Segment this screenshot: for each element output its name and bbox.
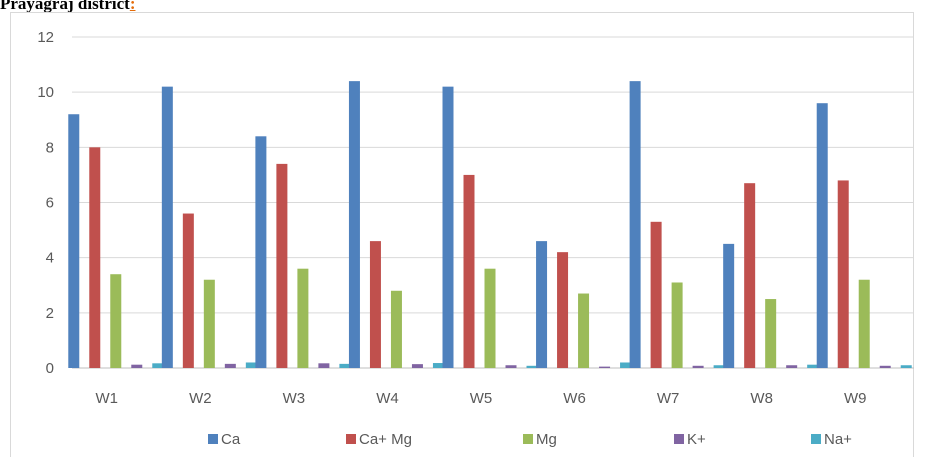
bar-w6-0 bbox=[536, 241, 548, 368]
bar-w8-2 bbox=[765, 299, 777, 368]
y-tick-label: 4 bbox=[46, 250, 54, 267]
heading-text: Prayagraj district bbox=[0, 0, 130, 13]
bar-w5-1 bbox=[463, 174, 475, 368]
y-tick-label: 2 bbox=[46, 305, 54, 322]
bar-w4-0 bbox=[348, 81, 360, 368]
bar-w3-0 bbox=[255, 136, 267, 368]
bar-w2-2 bbox=[203, 279, 215, 368]
y-tick-label: 12 bbox=[37, 29, 54, 46]
x-tick-label: W9 bbox=[844, 390, 867, 407]
bar-w1-2 bbox=[110, 274, 122, 368]
bar-w1-1 bbox=[89, 147, 101, 368]
y-tick-label: 0 bbox=[46, 360, 54, 377]
bar-w6-4 bbox=[620, 362, 632, 368]
x-tick-label: W7 bbox=[657, 390, 680, 407]
y-tick-label: 6 bbox=[46, 195, 54, 212]
bar-w6-2 bbox=[578, 293, 590, 368]
chart-heading: Prayagraj district: bbox=[0, 0, 136, 14]
bar-w7-0 bbox=[629, 81, 641, 368]
bar-w9-4 bbox=[900, 365, 912, 368]
legend-label: Mg bbox=[536, 431, 557, 448]
x-tick-label: W5 bbox=[470, 390, 493, 407]
x-tick-label: W6 bbox=[563, 390, 586, 407]
x-tick-label: W4 bbox=[376, 390, 399, 407]
bar-w1-3 bbox=[131, 364, 143, 368]
y-tick-label: 8 bbox=[46, 139, 54, 156]
heading-colon: : bbox=[129, 0, 136, 13]
bar-w8-0 bbox=[723, 243, 735, 368]
x-tick-label: W2 bbox=[189, 390, 212, 407]
bar-w3-3 bbox=[318, 363, 330, 368]
legend-swatch bbox=[208, 434, 218, 444]
bar-w7-2 bbox=[671, 282, 683, 368]
bar-w2-1 bbox=[182, 213, 194, 368]
bar-w9-0 bbox=[816, 103, 828, 368]
bar-w4-1 bbox=[369, 241, 381, 368]
chart-frame bbox=[10, 12, 914, 457]
bar-w3-1 bbox=[276, 163, 288, 368]
bar-w3-4 bbox=[339, 363, 351, 368]
bar-w5-0 bbox=[442, 86, 454, 369]
x-tick-label: W1 bbox=[96, 390, 119, 407]
bar-w3-2 bbox=[297, 268, 309, 368]
legend-swatch bbox=[346, 434, 356, 444]
bar-w5-4 bbox=[526, 365, 538, 368]
y-tick-label: 10 bbox=[37, 84, 54, 101]
legend-label: Ca bbox=[221, 431, 241, 448]
bar-w7-3 bbox=[692, 365, 704, 368]
bar-w8-3 bbox=[786, 365, 798, 368]
legend-label: Na+ bbox=[824, 431, 852, 448]
bar-w2-4 bbox=[245, 362, 257, 368]
legend-swatch bbox=[523, 434, 533, 444]
legend-swatch bbox=[811, 434, 821, 444]
bar-w6-3 bbox=[599, 366, 611, 368]
bar-w9-2 bbox=[858, 279, 870, 368]
bar-w1-0 bbox=[68, 114, 80, 368]
bar-w5-2 bbox=[484, 268, 496, 368]
bar-w7-4 bbox=[713, 365, 725, 368]
legend-label: K+ bbox=[687, 431, 706, 448]
bar-w9-1 bbox=[837, 180, 849, 368]
bar-w5-3 bbox=[505, 365, 517, 368]
bar-w9-3 bbox=[879, 365, 891, 368]
bar-w7-1 bbox=[650, 221, 662, 368]
legend-label: Ca+ Mg bbox=[359, 431, 412, 448]
bar-w4-3 bbox=[411, 364, 423, 368]
bar-w6-1 bbox=[557, 252, 569, 368]
legend-swatch bbox=[674, 434, 684, 444]
bar-w2-0 bbox=[161, 86, 173, 369]
bar-w8-4 bbox=[807, 364, 819, 368]
bar-w4-2 bbox=[390, 290, 402, 368]
x-tick-label: W8 bbox=[750, 390, 773, 407]
bar-w4-4 bbox=[432, 363, 444, 368]
x-tick-label: W3 bbox=[283, 390, 306, 407]
bar-w1-4 bbox=[152, 363, 164, 368]
bar-w8-1 bbox=[744, 183, 756, 368]
bar-w2-3 bbox=[224, 363, 236, 368]
